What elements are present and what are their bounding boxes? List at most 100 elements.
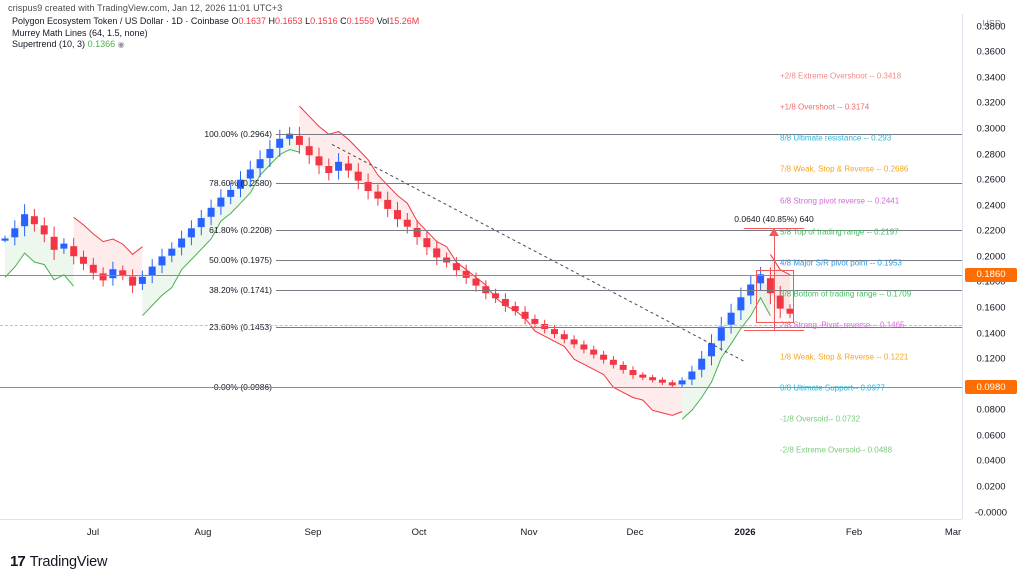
candle-body: [678, 380, 686, 385]
supertrend-line: [299, 105, 683, 416]
candle-body: [492, 293, 500, 299]
candle-body: [560, 334, 568, 340]
candle-body: [364, 182, 372, 191]
candle-body: [207, 207, 215, 217]
price-tick: 0.3400: [976, 72, 1006, 84]
candle-body: [237, 179, 244, 189]
candle-body: [472, 278, 480, 286]
time-tick: 2026: [734, 527, 756, 538]
candle-body: [99, 273, 107, 281]
candle-body: [217, 197, 225, 207]
price-tick: 0.0600: [976, 430, 1006, 442]
candle-body: [11, 228, 19, 238]
candle-body: [531, 318, 539, 324]
price-tick: 0.2400: [976, 200, 1006, 212]
fib-level-label: 38.20% (0.1741): [209, 285, 272, 296]
tradingview-wordmark: TradingView: [29, 553, 108, 570]
candle-body: [521, 311, 529, 319]
close-label: C: [340, 16, 347, 26]
price-tick: 0.1800: [976, 276, 1006, 288]
supertrend-line: [142, 148, 300, 317]
murrey-level-label: 6/8 Strong pivot reverse -- 0.2441: [780, 196, 900, 206]
candle-body: [89, 264, 97, 273]
candle-body: [737, 297, 745, 311]
fib-level-label: 0.00% (0.0986): [213, 381, 272, 392]
measurement-cap: [744, 329, 804, 331]
candle-body: [158, 256, 166, 266]
candle-body: [658, 379, 666, 383]
time-axis[interactable]: Jul Aug Sep Oct Nov Dec 2026 Feb Mar: [0, 519, 962, 543]
candle-body: [30, 216, 38, 225]
candle-body: [384, 199, 392, 209]
candle-body: [1, 238, 9, 241]
candle-body: [335, 161, 343, 171]
fib-level-line: [276, 182, 962, 184]
candle-body: [541, 324, 549, 329]
price-tick: 0.0200: [976, 481, 1006, 493]
close-value: 0.1559: [346, 16, 375, 26]
legend-indicator-murrey[interactable]: Murrey Math Lines (64, 1.5, none): [12, 27, 148, 38]
supertrend-line: [681, 296, 771, 420]
supertrend-label: Supertrend (10, 3): [12, 39, 86, 49]
murrey-level-label: 8/8 Ultimate resistance -- 0.293: [780, 133, 892, 143]
candle-body: [443, 257, 451, 263]
candle-body: [70, 246, 78, 257]
time-tick: Dec: [626, 527, 644, 538]
candle-body: [708, 343, 715, 357]
fib-level-label: 100.00% (0.2964): [204, 128, 272, 139]
candle-body: [21, 214, 29, 227]
high-label: H: [268, 16, 276, 26]
murrey-level-label: 3/8 Bottom of trading range -- 0.1709: [780, 289, 912, 299]
fib-level-line: [276, 230, 962, 232]
fib-level-line: [276, 133, 962, 135]
legend-symbol-row[interactable]: Polygon Ecosystem Token / US Dollar · 1D…: [12, 16, 419, 28]
candle-body: [639, 374, 647, 378]
candle-body: [609, 359, 617, 365]
time-tick: Feb: [845, 527, 863, 538]
eye-icon[interactable]: ◉: [117, 40, 125, 49]
supertrend-band: [682, 274, 771, 420]
murrey-level-label: -1/8 Oversold-- 0.0732: [780, 414, 861, 424]
fib-level-label: 50.00% (0.1975): [209, 255, 272, 266]
attribution-text: crispus9 created with TradingView.com, J…: [8, 3, 283, 13]
candle-body: [649, 377, 657, 381]
low-label: L: [305, 16, 311, 26]
fib-level-label: 23.60% (0.1453): [209, 321, 272, 332]
price-badge[interactable]: 0.0980: [965, 380, 1017, 395]
candle-body: [688, 371, 696, 380]
dashed-level-line: [0, 325, 962, 327]
candle-body: [325, 166, 333, 173]
candle-body: [600, 354, 608, 360]
price-badge[interactable]: 0.1860: [965, 267, 1017, 282]
candle-body: [501, 299, 509, 306]
chart-plot-area[interactable]: 100.00% (0.2964) 78.60% (0.2580) 61.80% (0…: [0, 14, 962, 519]
candle-body: [394, 210, 401, 220]
volume-value: 15.26M: [389, 16, 420, 26]
time-tick: Oct: [411, 527, 427, 538]
candle-body: [590, 349, 598, 355]
supertrend-line: [73, 216, 143, 256]
murrey-level-label: 4/8 Major S/R pivot point -- 0.1953: [780, 258, 902, 268]
price-tick: 0.2200: [976, 225, 1006, 237]
supertrend-value: 0.1366: [87, 39, 116, 49]
candle-body: [413, 228, 421, 237]
fib-level-label: 78.60% (0.2580): [209, 177, 272, 188]
price-tick: 0.2800: [976, 149, 1006, 161]
fib-level-label: 61.80% (0.2208): [209, 225, 272, 236]
supertrend-band: [770, 254, 790, 314]
measurement-vertical-line: [774, 227, 775, 330]
murrey-level-label: +2/8 Extreme Overshoot -- 0.3418: [780, 71, 902, 81]
price-tick: 0.2600: [976, 174, 1006, 186]
fib-level-line: [276, 260, 962, 262]
murrey-level-label: 5/8 Top of trading range -- 0.2197: [780, 227, 899, 237]
candle-body: [178, 238, 186, 248]
price-axis[interactable]: USD 0.3800 0.3600 0.3400 0.3200 0.3000 0.2800…: [962, 14, 1024, 519]
candle-body: [747, 284, 755, 296]
candle-body: [286, 133, 294, 139]
candle-body: [197, 218, 205, 228]
candle-body: [129, 276, 137, 286]
candle-body: [551, 329, 558, 335]
price-level-line: [0, 274, 962, 276]
candle-body: [246, 169, 254, 179]
legend-indicator-supertrend[interactable]: Supertrend (10, 3) 0.1366 ◉: [12, 39, 419, 51]
